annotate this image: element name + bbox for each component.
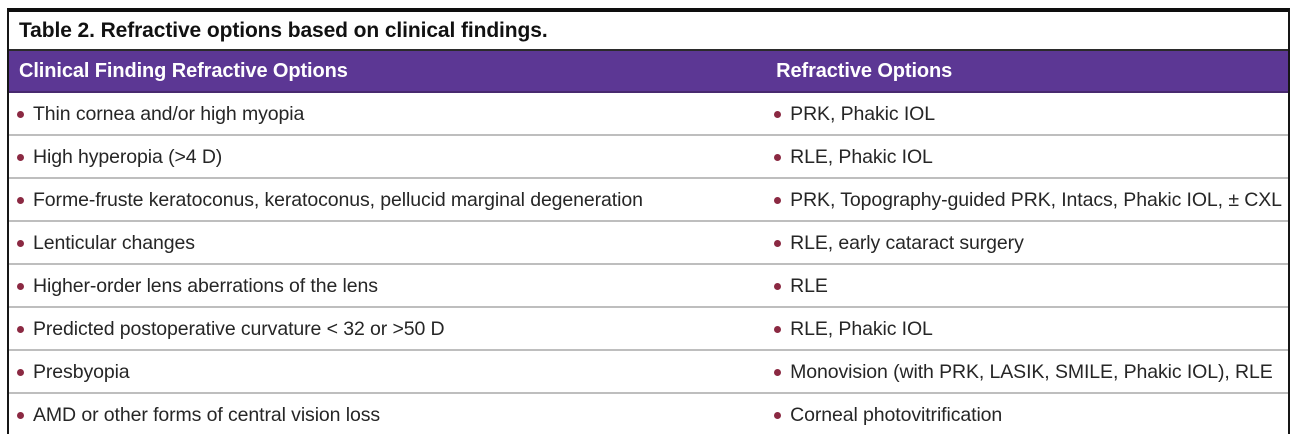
options-cell: RLE: [766, 265, 1288, 306]
finding-cell: Higher-order lens aberrations of the len…: [9, 265, 766, 306]
column-header-refractive-options: Refractive Options: [776, 60, 953, 82]
bullet-icon: [774, 411, 782, 419]
bullet-icon: [17, 153, 24, 161]
options-text: PRK, Topography-guided PRK, Intacs, Phak…: [790, 188, 1282, 211]
bullet-icon: [774, 196, 782, 204]
options-text: PRK, Phakic IOL: [790, 102, 935, 125]
finding-cell: AMD or other forms of central vision los…: [9, 394, 766, 434]
bullet-icon: [17, 368, 24, 376]
table-row: Higher-order lens aberrations of the len…: [9, 265, 1288, 308]
finding-text: Higher-order lens aberrations of the len…: [33, 274, 378, 297]
options-cell: PRK, Phakic IOL: [766, 93, 1288, 134]
options-text: RLE, early cataract surgery: [790, 231, 1024, 254]
finding-text: High hyperopia (>4 D): [33, 145, 223, 168]
bullet-icon: [774, 282, 782, 290]
bullet-icon: [17, 110, 24, 118]
bullet-icon: [17, 239, 24, 247]
options-cell: RLE, Phakic IOL: [766, 308, 1288, 349]
finding-cell: Predicted postoperative curvature < 32 o…: [9, 308, 766, 349]
bullet-icon: [774, 368, 782, 376]
options-cell: Monovision (with PRK, LASIK, SMILE, Phak…: [766, 351, 1288, 392]
options-text: RLE, Phakic IOL: [790, 317, 933, 340]
finding-cell: Forme-fruste keratoconus, keratoconus, p…: [9, 179, 766, 220]
finding-text: Predicted postoperative curvature < 32 o…: [33, 317, 445, 340]
options-text: RLE, Phakic IOL: [790, 145, 933, 168]
table-row: AMD or other forms of central vision los…: [9, 394, 1288, 434]
finding-cell: Presbyopia: [9, 351, 766, 392]
bullet-icon: [774, 325, 782, 333]
finding-text: Presbyopia: [33, 360, 130, 383]
bullet-icon: [774, 153, 782, 161]
finding-text: Lenticular changes: [33, 231, 195, 254]
options-cell: Corneal photovitrification: [766, 394, 1288, 434]
table-row: Presbyopia Monovision (with PRK, LASIK, …: [9, 351, 1288, 394]
bullet-icon: [774, 239, 782, 247]
finding-text: Forme-fruste keratoconus, keratoconus, p…: [33, 188, 643, 211]
finding-cell: Thin cornea and/or high myopia: [9, 93, 766, 134]
table-caption: Table 2. Refractive options based on cli…: [9, 12, 1288, 51]
options-text: RLE: [790, 274, 828, 297]
column-header-clinical-finding: Clinical Finding Refractive Options: [19, 60, 348, 82]
finding-text: Thin cornea and/or high myopia: [33, 102, 305, 125]
finding-cell: High hyperopia (>4 D): [9, 136, 766, 177]
table-row: Thin cornea and/or high myopia PRK, Phak…: [9, 93, 1288, 136]
bullet-icon: [17, 411, 24, 419]
table-row: High hyperopia (>4 D) RLE, Phakic IOL: [9, 136, 1288, 179]
refractive-options-table: Table 2. Refractive options based on cli…: [7, 8, 1290, 434]
options-text: Corneal photovitrification: [790, 403, 1003, 426]
bullet-icon: [17, 196, 24, 204]
bullet-icon: [17, 325, 24, 333]
table-header-row: Clinical Finding Refractive Options Refr…: [9, 51, 1288, 93]
options-cell: PRK, Topography-guided PRK, Intacs, Phak…: [766, 179, 1288, 220]
options-cell: RLE, Phakic IOL: [766, 136, 1288, 177]
bullet-icon: [774, 110, 782, 118]
options-cell: RLE, early cataract surgery: [766, 222, 1288, 263]
table-row: Lenticular changes RLE, early cataract s…: [9, 222, 1288, 265]
finding-text: AMD or other forms of central vision los…: [33, 403, 381, 426]
table-row: Forme-fruste keratoconus, keratoconus, p…: [9, 179, 1288, 222]
finding-cell: Lenticular changes: [9, 222, 766, 263]
options-text: Monovision (with PRK, LASIK, SMILE, Phak…: [790, 360, 1273, 383]
bullet-icon: [17, 282, 24, 290]
table-row: Predicted postoperative curvature < 32 o…: [9, 308, 1288, 351]
